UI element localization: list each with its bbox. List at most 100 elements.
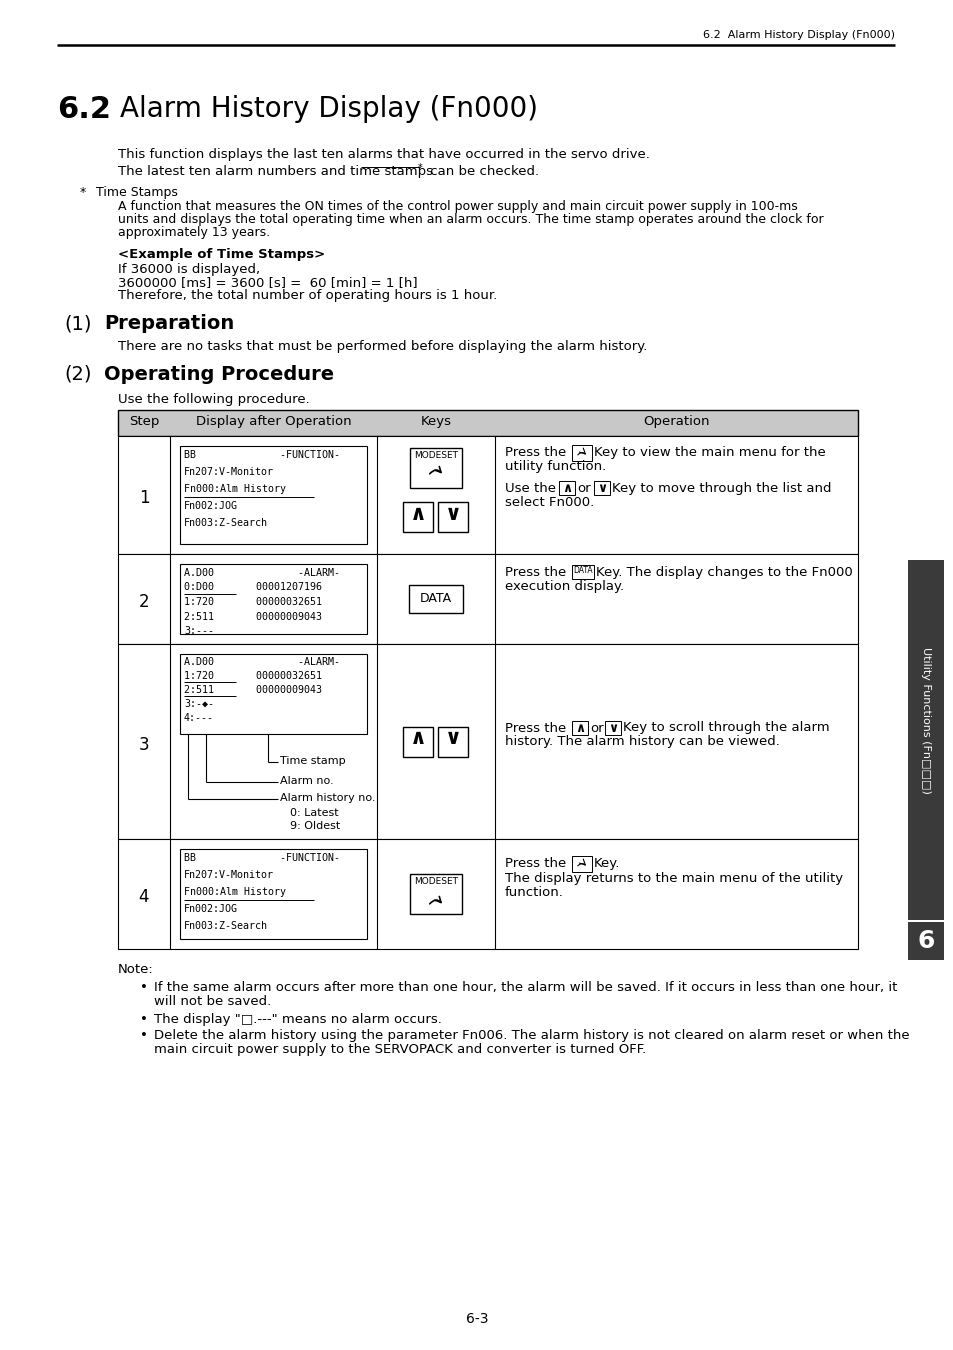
Text: Fn207:V-Monitor: Fn207:V-Monitor (184, 869, 274, 880)
Text: ∧: ∧ (561, 482, 572, 495)
Text: DATA: DATA (573, 566, 592, 575)
Text: 4: 4 (138, 888, 149, 906)
Text: MODESET: MODESET (414, 878, 457, 886)
Text: 2:511       00000009043: 2:511 00000009043 (184, 612, 322, 621)
Bar (118, 436, 857, 554)
Text: Fn003:Z-Search: Fn003:Z-Search (184, 518, 268, 528)
Text: The display returns to the main menu of the utility: The display returns to the main menu of … (504, 872, 842, 886)
Text: Time Stamps: Time Stamps (96, 186, 177, 198)
Text: A.D00              -ALARM-: A.D00 -ALARM- (184, 568, 339, 578)
Text: •: • (140, 981, 148, 994)
Text: 6.2: 6.2 (57, 95, 111, 124)
Text: Delete the alarm history using the parameter Fn006. The alarm history is not cle: Delete the alarm history using the param… (153, 1029, 908, 1042)
Text: Step: Step (129, 414, 159, 428)
Text: ∨: ∨ (607, 721, 618, 734)
Text: utility function.: utility function. (504, 460, 605, 472)
Text: 0: Latest: 0: Latest (290, 809, 338, 818)
Bar (410, 873, 461, 914)
Text: Key.: Key. (594, 857, 619, 869)
Text: 3600000 [ms] = 3600 [s] =  60 [min] = 1 [h]: 3600000 [ms] = 3600 [s] = 60 [min] = 1 [… (118, 275, 417, 289)
Text: •: • (140, 1012, 148, 1026)
Text: 1:720       00000032651: 1:720 00000032651 (184, 597, 322, 608)
Text: main circuit power supply to the SERVOPACK and converter is turned OFF.: main circuit power supply to the SERVOPA… (153, 1044, 645, 1056)
Text: 2:511       00000009043: 2:511 00000009043 (184, 684, 322, 695)
Text: Fn000:Alm History: Fn000:Alm History (184, 887, 286, 896)
Text: The display "□.---" means no alarm occurs.: The display "□.---" means no alarm occur… (153, 1012, 441, 1026)
Bar (907, 560, 943, 919)
Text: Press the: Press the (504, 446, 566, 459)
Text: Fn000:Alm History: Fn000:Alm History (184, 485, 286, 494)
Bar (572, 721, 587, 734)
Text: Therefore, the total number of operating hours is 1 hour.: Therefore, the total number of operating… (118, 289, 497, 302)
Text: *: * (417, 163, 422, 173)
Text: This function displays the last ten alarms that have occurred in the servo drive: This function displays the last ten alar… (118, 148, 649, 161)
Text: Key to move through the list and: Key to move through the list and (612, 482, 831, 495)
Text: 4:---: 4:--- (184, 713, 213, 724)
Text: •: • (140, 1029, 148, 1042)
Text: Key to view the main menu for the: Key to view the main menu for the (594, 446, 825, 459)
Text: 3:-◆-: 3:-◆- (184, 699, 213, 709)
Text: Fn002:JOG: Fn002:JOG (184, 501, 237, 512)
Bar (180, 446, 367, 544)
Bar (403, 726, 433, 756)
Bar (572, 446, 592, 460)
Text: Fn207:V-Monitor: Fn207:V-Monitor (184, 467, 274, 477)
Bar (572, 856, 592, 872)
Text: 6-3: 6-3 (465, 1312, 488, 1326)
Text: Operation: Operation (642, 414, 709, 428)
Text: ∨: ∨ (444, 729, 461, 748)
Text: Utility Functions (Fn□□□): Utility Functions (Fn□□□) (920, 647, 930, 794)
Bar (180, 564, 367, 634)
Text: Display after Operation: Display after Operation (195, 414, 351, 428)
Text: MODESET: MODESET (414, 451, 457, 460)
Text: Use the following procedure.: Use the following procedure. (118, 393, 310, 406)
Text: Note:: Note: (118, 963, 153, 976)
Text: function.: function. (504, 886, 563, 899)
Bar (180, 849, 367, 940)
Bar (409, 585, 462, 613)
Text: Key. The display changes to the Fn000: Key. The display changes to the Fn000 (596, 566, 852, 579)
Bar (410, 448, 461, 487)
Text: 9: Oldest: 9: Oldest (290, 821, 340, 832)
Bar (594, 481, 609, 495)
Text: history. The alarm history can be viewed.: history. The alarm history can be viewed… (504, 736, 779, 748)
Text: 2: 2 (138, 593, 150, 612)
Text: Fn003:Z-Search: Fn003:Z-Search (184, 921, 268, 931)
Text: Preparation: Preparation (104, 315, 234, 333)
Text: Press the: Press the (504, 857, 566, 869)
Bar (438, 726, 468, 756)
Bar (118, 554, 857, 644)
Text: 3:---: 3:--- (184, 626, 213, 636)
Text: If 36000 is displayed,: If 36000 is displayed, (118, 263, 260, 275)
Text: execution display.: execution display. (504, 580, 623, 593)
Bar (118, 644, 857, 838)
Text: ∨: ∨ (444, 504, 461, 524)
Text: A function that measures the ON times of the control power supply and main circu: A function that measures the ON times of… (118, 200, 797, 213)
Bar (907, 922, 943, 960)
Text: 6: 6 (917, 929, 934, 953)
Text: BB              -FUNCTION-: BB -FUNCTION- (184, 853, 339, 863)
Text: Press the: Press the (504, 721, 566, 734)
Text: Use the: Use the (504, 482, 556, 495)
Text: can be checked.: can be checked. (426, 165, 538, 178)
Bar (572, 566, 594, 579)
Text: units and displays the total operating time when an alarm occurs. The time stamp: units and displays the total operating t… (118, 213, 822, 225)
Bar (604, 721, 620, 734)
Text: Alarm history no.: Alarm history no. (280, 792, 375, 803)
Text: 6.2  Alarm History Display (Fn000): 6.2 Alarm History Display (Fn000) (702, 30, 894, 40)
Text: *: * (80, 186, 86, 198)
Text: approximately 13 years.: approximately 13 years. (118, 225, 270, 239)
Text: DATA: DATA (419, 593, 452, 605)
Text: ∧: ∧ (410, 504, 427, 524)
Text: will not be saved.: will not be saved. (153, 995, 271, 1008)
Text: ∧: ∧ (575, 721, 584, 734)
Text: ∧: ∧ (410, 729, 427, 748)
Text: 1:720       00000032651: 1:720 00000032651 (184, 671, 322, 680)
Text: 1: 1 (138, 489, 150, 508)
Text: or: or (577, 482, 590, 495)
Text: 0:D00       00001207196: 0:D00 00001207196 (184, 582, 322, 593)
Text: (1): (1) (64, 315, 91, 333)
Text: There are no tasks that must be performed before displaying the alarm history.: There are no tasks that must be performe… (118, 340, 647, 352)
Text: Keys: Keys (420, 414, 451, 428)
Text: 3: 3 (138, 736, 150, 753)
